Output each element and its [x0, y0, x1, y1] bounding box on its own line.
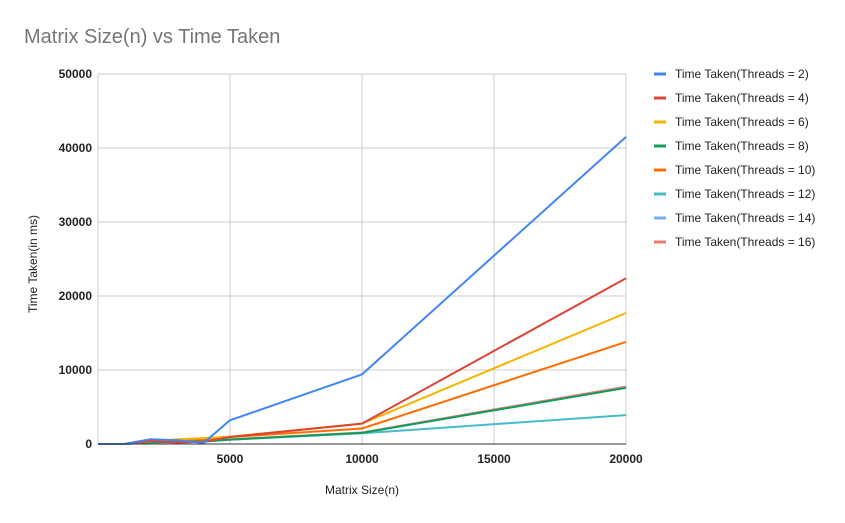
chart-title: Matrix Size(n) vs Time Taken	[24, 26, 281, 48]
legend-label: Time Taken(Threads = 6)	[675, 115, 809, 129]
y-axis-title: Time Taken(in ms)	[26, 215, 40, 313]
legend-label: Time Taken(Threads = 10)	[675, 163, 815, 177]
legend-label: Time Taken(Threads = 2)	[675, 67, 809, 81]
legend-label: Time Taken(Threads = 4)	[675, 91, 809, 105]
y-tick-label: 0	[85, 437, 92, 451]
y-tick-label: 50000	[59, 67, 93, 81]
legend: Time Taken(Threads = 2) Time Taken(Thread…	[654, 67, 815, 249]
legend-label: Time Taken(Threads = 16)	[675, 235, 815, 249]
y-tick-label: 30000	[59, 215, 93, 229]
series-line-threads-2	[97, 136, 627, 445]
x-tick-label: 5000	[217, 452, 244, 466]
x-axis-ticks: 5000 10000 15000 20000	[217, 452, 643, 466]
x-tick-label: 20000	[609, 452, 643, 466]
y-tick-label: 10000	[59, 363, 93, 377]
legend-label: Time Taken(Threads = 14)	[675, 211, 815, 225]
x-axis-title: Matrix Size(n)	[325, 483, 399, 497]
x-tick-label: 10000	[345, 452, 379, 466]
y-tick-label: 20000	[59, 289, 93, 303]
legend-label: Time Taken(Threads = 8)	[675, 139, 809, 153]
grid-lines	[97, 73, 627, 444]
y-axis-ticks: 0 10000 20000 30000 40000 50000	[59, 67, 93, 451]
x-tick-label: 15000	[477, 452, 511, 466]
y-tick-label: 40000	[59, 141, 93, 155]
legend-label: Time Taken(Threads = 12)	[675, 187, 815, 201]
